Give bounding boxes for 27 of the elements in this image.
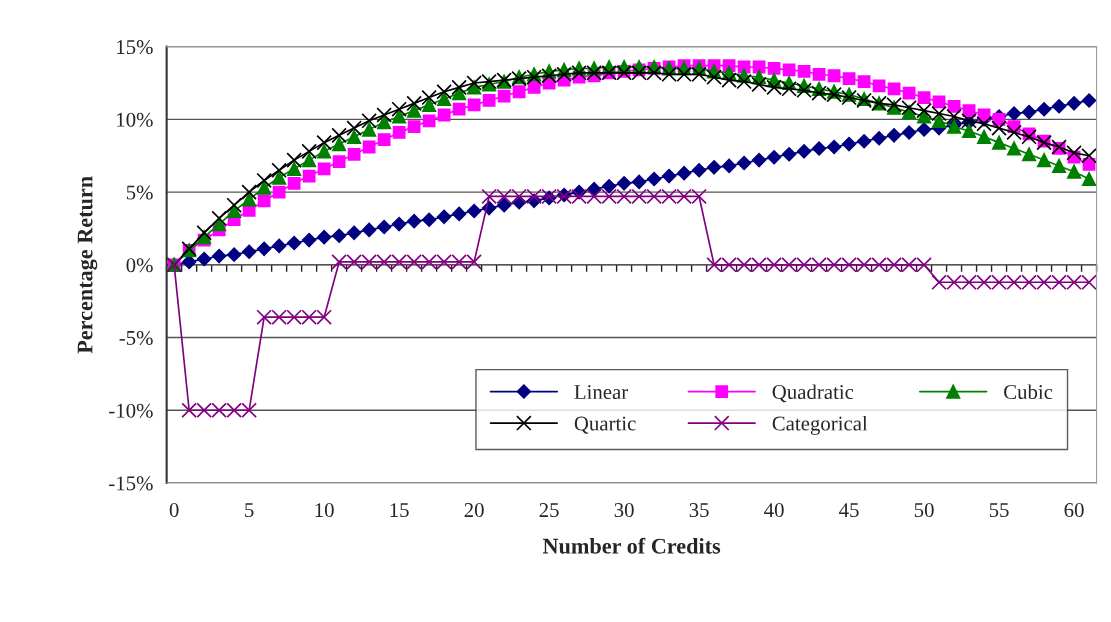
x-tick-label: 20 — [464, 503, 484, 518]
x-tick-label: 10 — [315, 503, 334, 518]
x-tick-label: 45 — [839, 503, 859, 518]
x-tick-label: 30 — [614, 503, 634, 518]
y-tick-label: 5% — [126, 185, 153, 200]
legend-label: Categorical — [772, 415, 868, 435]
x-tick-label: 15 — [390, 503, 409, 518]
legend-label: Quartic — [574, 416, 636, 434]
x-tick-label: 60 — [1064, 503, 1084, 518]
y-tick-label: -5% — [119, 330, 153, 346]
legend-label: Linear — [574, 385, 629, 400]
y-tick-label: -10% — [109, 403, 153, 418]
y-tick-label: 10% — [117, 112, 153, 127]
x-tick-label: 55 — [989, 503, 1009, 518]
x-tick-label: 25 — [539, 503, 559, 518]
y-tick-label: -15% — [109, 476, 153, 491]
x-axis-title: Number of Credits — [542, 537, 721, 554]
x-tick-label: 35 — [689, 503, 709, 518]
legend-label: Cubic — [1004, 384, 1053, 400]
x-tick-label: 5 — [245, 503, 254, 518]
y-axis-title: Percentage Return — [77, 176, 98, 354]
x-tick-label: 0 — [169, 503, 179, 518]
x-tick-label: 40 — [764, 503, 784, 518]
y-tick-label: 15% — [117, 40, 153, 55]
x-tick-label: 50 — [914, 503, 934, 518]
legend-label: Quadratic — [772, 384, 854, 403]
y-tick-label: 0% — [126, 258, 153, 273]
